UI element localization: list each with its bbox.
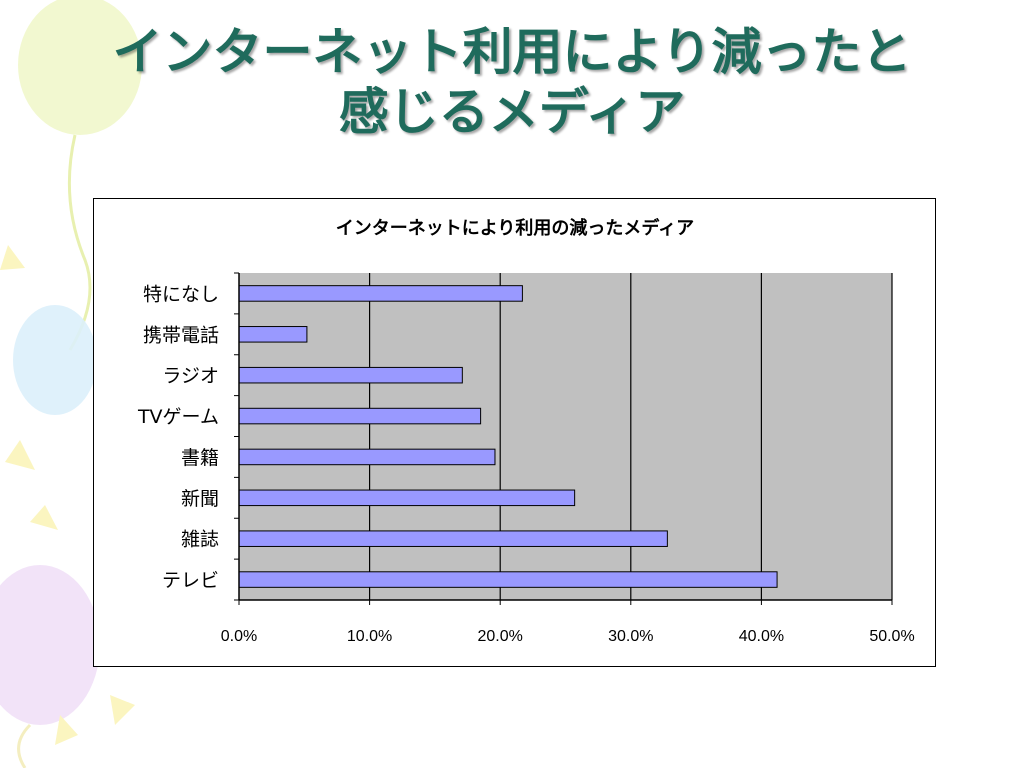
bar [238, 571, 778, 588]
x-tick-label: 40.0% [739, 628, 784, 645]
axes [234, 272, 893, 605]
category-label: ラジオ [162, 365, 219, 387]
bar [238, 448, 496, 466]
x-tick-label: 10.0% [347, 628, 392, 645]
slide-title: インターネット利用により減ったと 感じるメディア [40, 22, 984, 142]
bar [238, 285, 523, 302]
bar [238, 489, 576, 507]
x-tick-label: 20.0% [478, 628, 523, 645]
category-label: 書籍 [181, 447, 219, 469]
slide-title-line-2: 感じるメディア [338, 83, 686, 141]
chart-frame: インターネットにより利用の減ったメディア 特になし携帯電話ラジオ TVゲーム書籍新… [93, 198, 936, 667]
bar [238, 407, 482, 425]
bar [238, 530, 668, 547]
bar [238, 326, 308, 343]
category-label: TVゲーム [137, 406, 219, 428]
category-label: 雑誌 [181, 529, 219, 551]
bar [238, 366, 463, 384]
x-tick-label: 0.0% [221, 628, 257, 645]
slide-title-line-1: インターネット利用により減ったと [112, 23, 912, 81]
x-tick-label: 50.0% [869, 628, 914, 645]
x-tick-labels: 0.0% 10.0% 20.0% 30.0% 40.0% 50.0% [221, 628, 915, 645]
category-label: 特になし [143, 283, 219, 305]
category-label: 携帯電話 [143, 324, 219, 346]
x-tick-label: 30.0% [608, 628, 653, 645]
plot-area [239, 273, 892, 600]
chart-title: インターネットにより利用の減ったメディア [336, 217, 694, 239]
category-label: テレビ [162, 570, 219, 592]
category-label: 新聞 [181, 488, 219, 510]
